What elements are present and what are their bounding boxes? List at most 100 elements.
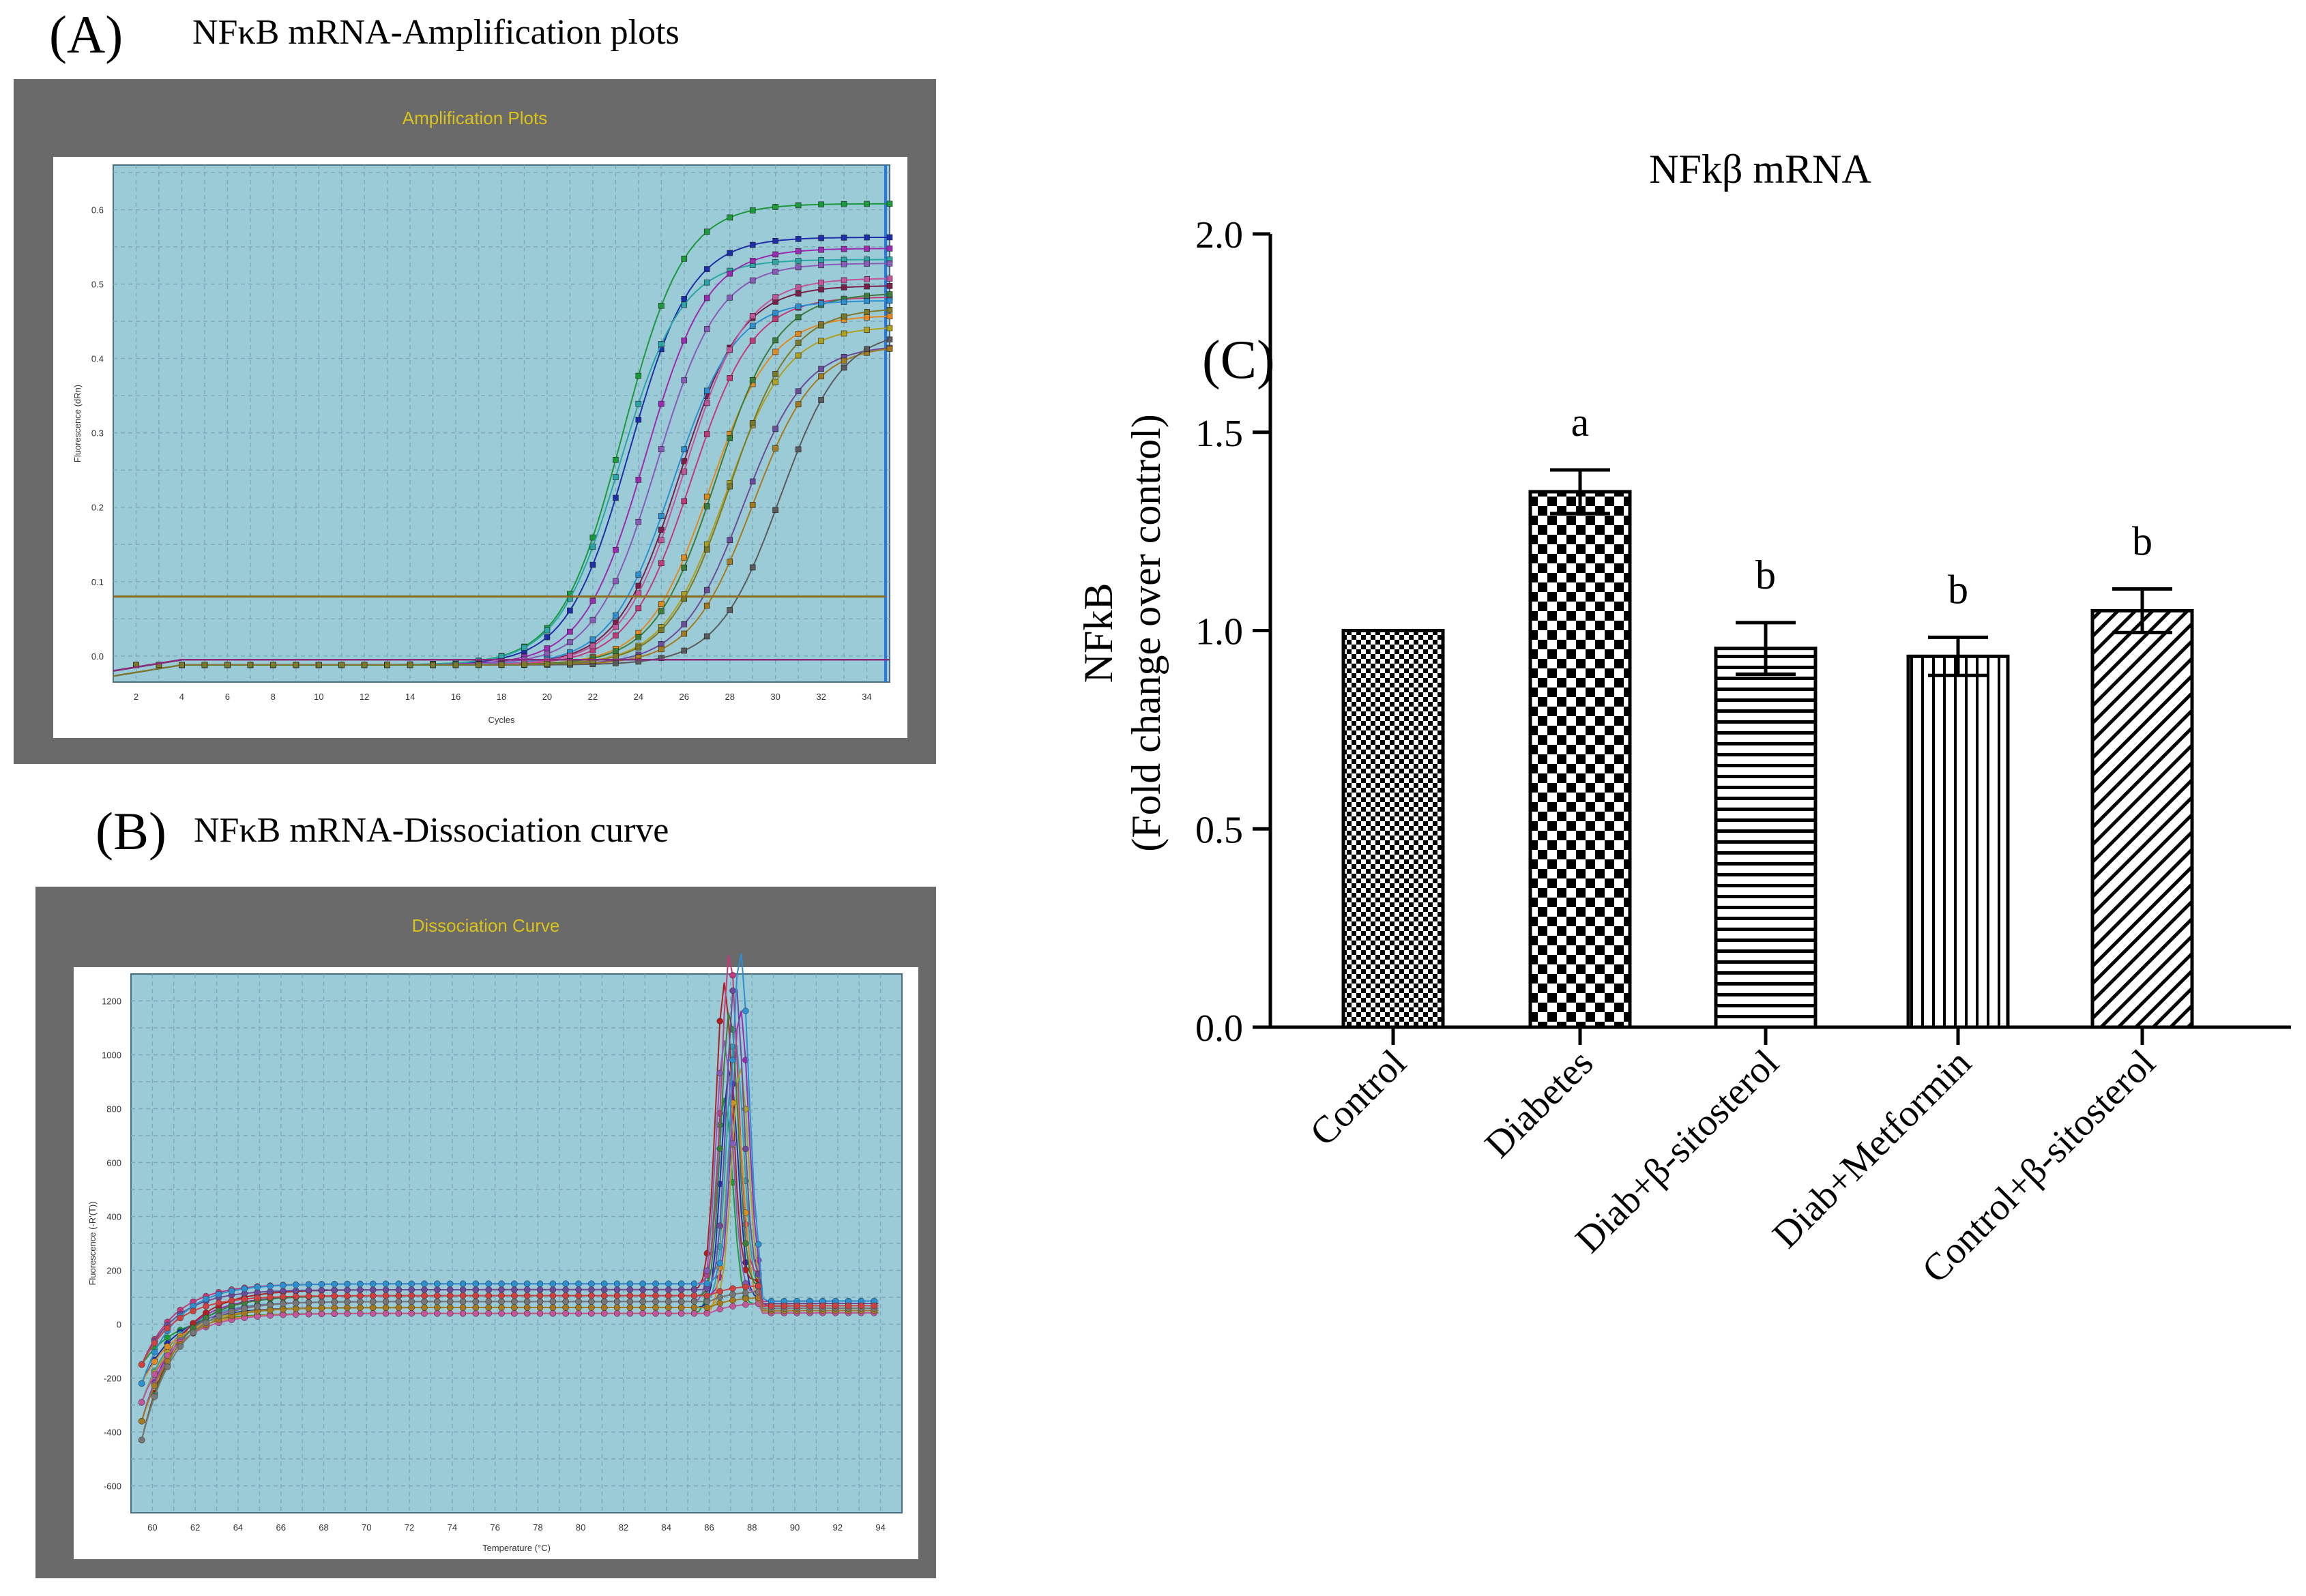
amplification-point xyxy=(635,605,642,612)
amplification-point xyxy=(635,634,642,640)
dissociation-point xyxy=(536,1280,544,1288)
amplification-point xyxy=(567,639,573,645)
amplification-point xyxy=(613,612,619,619)
dissociation-curve xyxy=(141,989,879,1365)
amplification-point xyxy=(795,304,802,310)
amplification-point xyxy=(727,346,733,353)
dissociation-point xyxy=(459,1292,467,1299)
amplification-point xyxy=(681,621,688,627)
amplification-point xyxy=(727,375,733,381)
amplification-point xyxy=(886,201,893,207)
amplification-point xyxy=(727,270,733,277)
amplification-point xyxy=(613,456,619,463)
x-tick-label: 84 xyxy=(661,1522,671,1533)
amplification-point xyxy=(886,260,893,267)
dissociation-point xyxy=(703,1280,711,1287)
dissociation-plot-area: 60 62 64 66 68 70 72 74 76 78 80 82 84 86 88 90 92 94 -600… xyxy=(74,953,918,1559)
dissociation-point xyxy=(369,1280,377,1288)
dissociation-point xyxy=(498,1292,505,1299)
amplification-point xyxy=(818,201,824,208)
amplification-point xyxy=(864,298,870,304)
amplification-point xyxy=(818,366,824,372)
amplification-point xyxy=(795,258,802,264)
dissociation-point xyxy=(151,1382,158,1389)
dissociation-point xyxy=(626,1292,634,1299)
x-tick-label: Diab+β-sitosterol xyxy=(1568,1041,1787,1261)
negative-control-curve xyxy=(113,659,890,672)
amplification-point xyxy=(589,657,596,664)
amplification-point xyxy=(795,340,802,346)
x-tick-label: 2 xyxy=(134,692,138,702)
dissociation-point xyxy=(536,1292,544,1299)
amplification-point xyxy=(772,259,778,265)
amplification-point xyxy=(384,662,390,668)
amplification-point xyxy=(727,483,733,490)
amplification-point xyxy=(658,601,665,607)
amplification-point xyxy=(521,645,527,651)
amplification-point xyxy=(681,296,688,302)
amplification-point xyxy=(818,286,824,293)
amplification-point xyxy=(681,630,688,637)
dissociation-point xyxy=(241,1285,248,1292)
x-tick-label: 34 xyxy=(862,692,871,702)
dissociation-point xyxy=(703,1267,711,1274)
x-tick-label: 72 xyxy=(405,1522,414,1533)
y-tick-label: 1.0 xyxy=(1195,611,1243,653)
amplification-point xyxy=(749,478,756,485)
dissociation-point xyxy=(716,1018,723,1024)
amplification-point xyxy=(727,607,733,613)
panel-a-title: NFκB mRNA-Amplification plots xyxy=(192,13,680,52)
x-axis-label: Cycles xyxy=(488,715,515,725)
amplification-point xyxy=(818,373,824,380)
x-tick-label: 6 xyxy=(225,692,230,702)
amplification-point xyxy=(841,357,847,364)
significance-label: a xyxy=(1571,400,1590,445)
amplification-point xyxy=(338,662,345,668)
amplification-point xyxy=(703,279,710,286)
amplification-point xyxy=(864,283,870,290)
amplification-point xyxy=(818,262,824,269)
dissociation-point xyxy=(716,1222,723,1229)
amplification-point xyxy=(727,214,733,221)
amplification-point xyxy=(795,314,802,321)
dissociation-point xyxy=(267,1294,274,1301)
amplification-point xyxy=(293,662,300,668)
dissociation-point xyxy=(511,1292,518,1299)
amplification-point xyxy=(681,647,688,654)
dissociation-point xyxy=(793,1302,800,1310)
amplification-plot-area: 2 4 6 8 10 12 14 16 18 20 22 24 26 28 30 32 34 0.0 0.1 0.2 0… xyxy=(53,157,907,738)
x-tick-label: 62 xyxy=(190,1522,200,1533)
y-tick-label: 0.5 xyxy=(1195,809,1243,851)
amplification-point xyxy=(589,642,596,649)
amplification-point xyxy=(864,201,870,207)
amplification-point xyxy=(727,435,733,441)
dissociation-point xyxy=(382,1292,390,1299)
x-tick-label: 60 xyxy=(147,1522,157,1533)
dissociation-point xyxy=(459,1280,467,1288)
dissociation-point xyxy=(203,1303,209,1310)
panel-c-letter: (C) xyxy=(1202,330,1275,390)
dissociation-point xyxy=(395,1292,403,1299)
y-tick-label: 0.5 xyxy=(91,280,104,290)
x-tick-label: 16 xyxy=(451,692,461,702)
x-tick-label: 4 xyxy=(179,692,184,702)
dissociation-point xyxy=(703,1292,711,1299)
amplification-point xyxy=(795,352,802,359)
amplification-window: Amplification Plots 2 4 6 8 10 12 14 16 18 20 22 24… xyxy=(14,79,936,764)
dissociation-point xyxy=(600,1292,608,1299)
amplification-point xyxy=(452,662,459,668)
amplification-point xyxy=(681,446,688,453)
dissociation-point xyxy=(588,1280,595,1288)
amplification-point xyxy=(703,326,710,332)
dissociation-point xyxy=(780,1302,788,1310)
y-tick-label: 0.4 xyxy=(91,354,104,364)
amplification-point xyxy=(613,624,619,630)
amplification-point xyxy=(886,313,893,320)
amplification-point xyxy=(841,299,847,305)
amplification-point xyxy=(544,661,551,667)
amplification-point xyxy=(703,587,710,593)
amplification-point xyxy=(772,379,778,385)
amplification-point xyxy=(658,646,665,653)
x-tick-label: Diabetes xyxy=(1477,1041,1601,1166)
amplification-point xyxy=(635,400,642,407)
